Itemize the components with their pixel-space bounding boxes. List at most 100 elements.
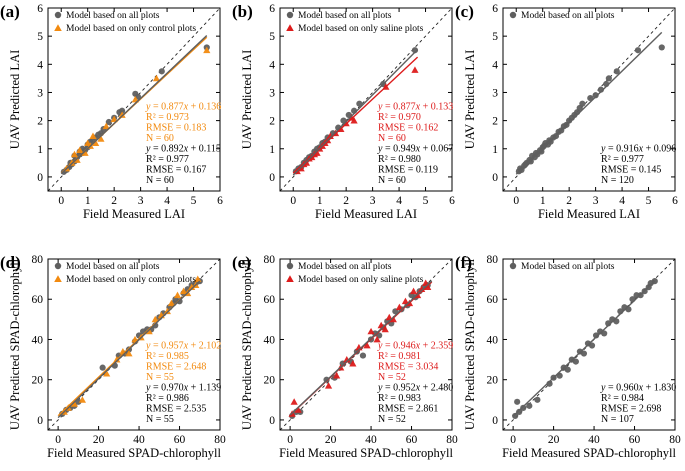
y-tick-label: 5 xyxy=(269,31,275,43)
stats-text: RMSE = 2.648 xyxy=(146,362,206,373)
stats-text: R² = 0.985 xyxy=(146,351,189,362)
x-axis-label: Field Measured SPAD-chlorophyll xyxy=(47,446,221,460)
data-point xyxy=(512,412,519,420)
x-tick-label: 0 xyxy=(55,434,61,446)
x-tick-label: 0 xyxy=(513,195,519,207)
x-tick-label: 0 xyxy=(58,195,64,207)
data-point xyxy=(359,352,367,359)
stats-text: y = 0.970x + 1.139 xyxy=(145,383,221,394)
stats-text: N = 120 xyxy=(601,175,634,186)
data-point xyxy=(167,299,176,307)
stats-text: R² = 0.977 xyxy=(146,154,189,165)
stats-text: R² = 0.977 xyxy=(601,154,644,165)
legend-marker xyxy=(54,275,62,283)
data-point xyxy=(527,158,534,165)
data-point xyxy=(70,150,79,158)
legend-marker xyxy=(509,262,517,270)
data-point xyxy=(601,330,608,337)
stats-text: R² = 0.984 xyxy=(601,393,644,404)
data-point xyxy=(605,75,612,82)
stats-text: N = 107 xyxy=(601,414,634,425)
stats-text: N = 60 xyxy=(146,175,174,186)
x-tick-label: 60 xyxy=(629,434,641,446)
data-point xyxy=(580,350,588,357)
stats-text: R² = 0.980 xyxy=(378,154,421,165)
x-axis-label: Field Measured SPAD-chlorophyll xyxy=(502,446,676,460)
x-tick-label: 60 xyxy=(406,434,418,446)
y-tick-label: 4 xyxy=(492,59,498,71)
data-point xyxy=(634,47,642,54)
data-point xyxy=(367,327,375,335)
y-tick-label: 1 xyxy=(37,144,43,156)
x-axis-label: Field Measured LAI xyxy=(315,207,417,221)
x-tick-label: 2 xyxy=(111,195,117,207)
data-point xyxy=(597,86,605,93)
x-tick-label: 80 xyxy=(214,434,226,446)
legend-marker xyxy=(54,262,62,270)
data-point xyxy=(381,325,389,333)
data-point xyxy=(534,396,541,403)
legend-label: Model based on only saline plots xyxy=(298,24,424,34)
y-tick-label: 4 xyxy=(37,59,43,71)
data-point xyxy=(89,132,97,139)
legend-marker xyxy=(286,11,294,19)
fit-line xyxy=(289,280,433,416)
x-tick-label: 0 xyxy=(287,434,293,446)
x-tick-label: 3 xyxy=(138,195,144,207)
y-tick-label: 5 xyxy=(492,31,498,43)
y-tick-label: 1 xyxy=(492,144,498,156)
plot-frame xyxy=(502,7,676,192)
stats-text: RMSE = 2.861 xyxy=(378,404,438,415)
legend-label: Model based on all plots xyxy=(298,11,392,21)
y-tick-label: 2 xyxy=(37,116,43,128)
data-point xyxy=(97,135,105,142)
y-tick-label: 0 xyxy=(37,415,43,427)
x-tick-label: 20 xyxy=(93,434,105,446)
y-tick-label: 1 xyxy=(269,144,275,156)
plot-area xyxy=(48,8,220,191)
y-tick-label: 5 xyxy=(37,31,43,43)
data-point xyxy=(313,149,321,156)
y-axis-label: UAV Predicted SPAD-chlorophyll xyxy=(8,258,22,430)
y-tick-label: 80 xyxy=(487,254,499,266)
y-tick-label: 2 xyxy=(492,116,498,128)
y-tick-label: 40 xyxy=(487,334,499,346)
data-point xyxy=(294,406,302,413)
data-point xyxy=(526,402,533,409)
legend-label: Model based on only saline plots xyxy=(298,275,424,285)
plot-area xyxy=(503,259,675,430)
data-point xyxy=(145,327,153,335)
y-axis-label: UAV Predicted LAI xyxy=(463,50,477,150)
y-tick-label: 3 xyxy=(37,87,43,99)
y-tick-label: 0 xyxy=(37,172,43,184)
stats-text: y = 0.960x + 1.830 xyxy=(600,383,676,394)
data-point xyxy=(350,117,358,124)
data-point xyxy=(103,370,111,377)
legend-label: Model based on all plots xyxy=(66,11,160,21)
y-tick-label: 20 xyxy=(487,375,499,387)
data-point xyxy=(78,396,86,403)
stats-text: N = 55 xyxy=(146,372,174,383)
x-tick-label: 4 xyxy=(396,195,402,207)
plot-frame xyxy=(279,258,453,431)
legend-marker xyxy=(286,24,294,32)
x-tick-label: 0 xyxy=(510,434,516,446)
legend-label: Model based on only control plots xyxy=(66,275,196,285)
y-tick-label: 2 xyxy=(269,116,275,128)
stats-text: y = 0.946x + 2.359 xyxy=(377,341,453,352)
fit-line xyxy=(292,48,419,176)
data-point xyxy=(125,349,133,357)
legend-marker xyxy=(286,262,294,270)
stats-text: N = 52 xyxy=(378,372,406,383)
x-tick-label: 4 xyxy=(619,195,625,207)
y-tick-label: 4 xyxy=(269,59,275,71)
y-tick-label: 20 xyxy=(32,375,44,387)
y-tick-label: 6 xyxy=(269,3,275,15)
data-point xyxy=(592,332,600,339)
stats-text: N = 60 xyxy=(378,133,406,144)
data-point xyxy=(333,372,341,379)
data-point xyxy=(592,92,599,99)
y-tick-label: 6 xyxy=(492,3,498,15)
stats-text: RMSE = 0.167 xyxy=(146,165,206,176)
